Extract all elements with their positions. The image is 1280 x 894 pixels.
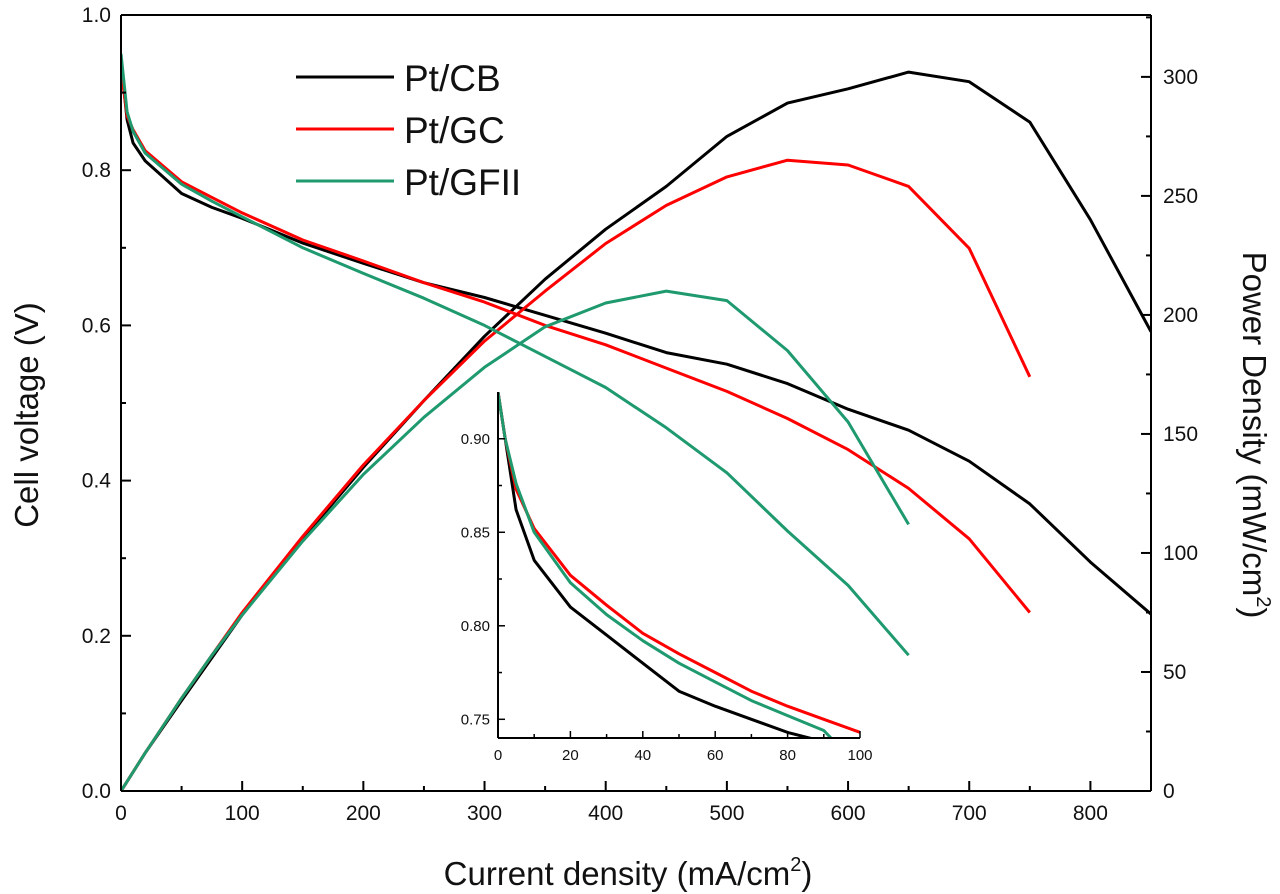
y-right-axis-title: Power Density (mW/cm2) <box>1236 252 1274 619</box>
y-left-tick-label: 0.6 <box>82 314 111 337</box>
inset-x-tick-label: 0 <box>494 747 502 764</box>
y-left-tick-label: 1.0 <box>82 4 111 27</box>
x-tick-label: 600 <box>831 802 866 825</box>
legend-label-pt-cb: Pt/CB <box>404 58 501 99</box>
inset-x-tick-label: 80 <box>779 747 796 764</box>
legend-label-pt-gfii: Pt/GFII <box>404 162 521 203</box>
inset-line-pt-gc <box>498 392 860 734</box>
inset-y-tick-label: 0.85 <box>461 524 490 541</box>
y-right-tick-label: 0 <box>1163 780 1175 803</box>
x-tick-label: 400 <box>588 802 623 825</box>
voltage-line-pt-gfii <box>121 53 910 657</box>
x-tick-label: 300 <box>467 802 502 825</box>
x-tick-label: 200 <box>346 802 381 825</box>
x-axis-title: Current density (mA/cm2) <box>444 854 813 892</box>
x-tick-label: 0 <box>115 802 127 825</box>
x-tick-label: 500 <box>709 802 744 825</box>
y-right-tick-label: 50 <box>1163 661 1186 684</box>
voltage-line-pt-gc <box>121 69 1031 614</box>
axes-layer <box>120 14 1152 792</box>
inset-y-tick-label: 0.75 <box>461 711 490 728</box>
y-left-tick-label: 0.0 <box>82 780 111 803</box>
series-layer <box>121 53 1151 791</box>
y-left-axis-title: Cell voltage (V) <box>8 302 45 528</box>
inset-x-tick-label: 60 <box>707 747 724 764</box>
ticks-layer: 0 100 200 300 400 500 600 700 8000.00.20.40.60.8… <box>82 4 1198 825</box>
legend-label-pt-gc: Pt/GC <box>404 110 505 151</box>
inset-line-pt-cb <box>498 392 816 738</box>
inset-line-pt-gfii <box>498 392 833 738</box>
inset-y-tick-label: 0.90 <box>461 431 490 448</box>
x-tick-label: 700 <box>952 802 987 825</box>
inset-y-tick-label: 0.80 <box>461 618 490 635</box>
power-line-pt-cb <box>121 70 1151 791</box>
legend: Pt/CB Pt/GC Pt/GFII <box>296 58 521 203</box>
y-right-tick-label: 250 <box>1163 185 1198 208</box>
y-left-tick-label: 0.8 <box>82 159 111 182</box>
y-right-tick-label: 200 <box>1163 304 1198 327</box>
y-right-tick-label: 100 <box>1163 542 1198 565</box>
y-right-tick-label: 300 <box>1163 66 1198 89</box>
y-right-tick-label: 150 <box>1163 423 1198 446</box>
inset-x-tick-label: 100 <box>847 747 872 764</box>
inset-chart: 0 20 40 60 80 100 0.75 0.80 0.85 0.90 <box>461 392 873 764</box>
y-left-tick-label: 0.2 <box>82 625 111 648</box>
x-tick-label: 800 <box>1073 802 1108 825</box>
inset-x-tick-label: 40 <box>634 747 651 764</box>
y-left-tick-label: 0.4 <box>82 470 112 493</box>
inset-x-tick-label: 20 <box>562 747 579 764</box>
voltage-line-pt-cb <box>121 61 1151 616</box>
x-tick-label: 100 <box>225 802 260 825</box>
power-line-pt-gfii <box>121 289 910 791</box>
